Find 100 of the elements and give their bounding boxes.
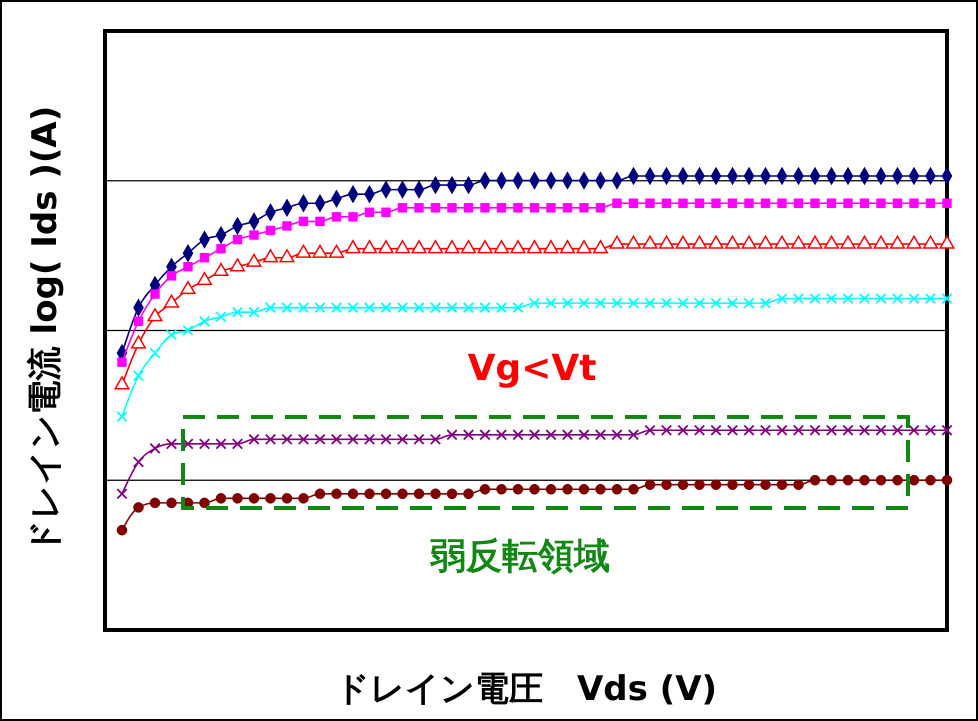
point [398,203,408,212]
point [677,297,689,309]
point [132,370,144,382]
point [232,306,244,318]
point [364,302,376,314]
point [298,434,310,445]
point [380,302,392,314]
point [166,329,178,341]
point [529,484,540,495]
point [496,484,507,495]
point [776,292,788,304]
point [314,488,326,500]
point [875,424,887,436]
point [578,429,590,440]
point [462,302,474,314]
point [777,198,787,208]
x-axis-title: ドレイン電圧 Vds (V) [334,669,718,709]
point [166,271,176,281]
point [528,297,540,309]
point [496,203,506,212]
point [116,488,128,500]
point [513,203,523,212]
point [216,493,226,504]
point [743,297,755,309]
point [578,297,590,309]
point [711,198,721,208]
point [760,424,772,436]
point [743,424,755,436]
point [645,198,655,208]
point [149,347,161,359]
point [694,424,706,436]
point [941,424,953,436]
point [644,424,656,436]
point [150,289,160,299]
point [612,484,622,495]
point [678,198,688,208]
point [760,198,770,208]
point [546,203,556,212]
point [116,524,128,536]
point [264,302,276,314]
point [876,474,886,486]
point [530,203,540,212]
point [926,198,936,208]
point [447,203,457,212]
point [924,424,936,436]
annotation: Vg<Vt [468,348,596,389]
point [314,434,326,445]
point [348,212,358,222]
point [794,198,804,208]
point [677,424,689,436]
point [347,302,359,314]
point [479,429,491,440]
point [579,203,589,212]
point [842,424,854,436]
point [726,297,738,309]
point [728,198,738,208]
point [842,292,854,304]
point [413,302,425,314]
point [463,488,474,500]
point [282,493,292,504]
point [826,424,838,436]
point [776,424,788,436]
point [364,208,374,218]
point [694,198,704,208]
point [678,479,688,490]
point [117,357,127,367]
point [710,297,722,309]
point [281,302,293,314]
point [726,424,738,436]
point [662,198,672,208]
point [892,424,904,436]
point [528,429,540,440]
point [892,292,904,304]
point [826,292,838,304]
point [430,203,440,212]
point [660,297,672,309]
point [298,216,308,226]
point [496,429,508,440]
point [413,434,425,445]
point [858,292,870,304]
annotation: 弱反転領域 [429,536,610,577]
point [660,424,672,436]
point [942,198,952,208]
point [248,493,260,504]
y-axis-title: ドレイン電流 log( Ids )(A) [25,106,65,554]
point [661,479,672,490]
point [644,479,656,490]
point [133,502,144,513]
point [264,434,276,445]
point [281,434,293,445]
point [860,198,870,208]
point [562,297,574,309]
point [232,234,242,244]
point [694,479,705,490]
point [596,203,606,212]
point [364,488,375,500]
point [744,198,754,208]
point [924,292,936,304]
point [727,479,738,490]
point [364,434,376,445]
